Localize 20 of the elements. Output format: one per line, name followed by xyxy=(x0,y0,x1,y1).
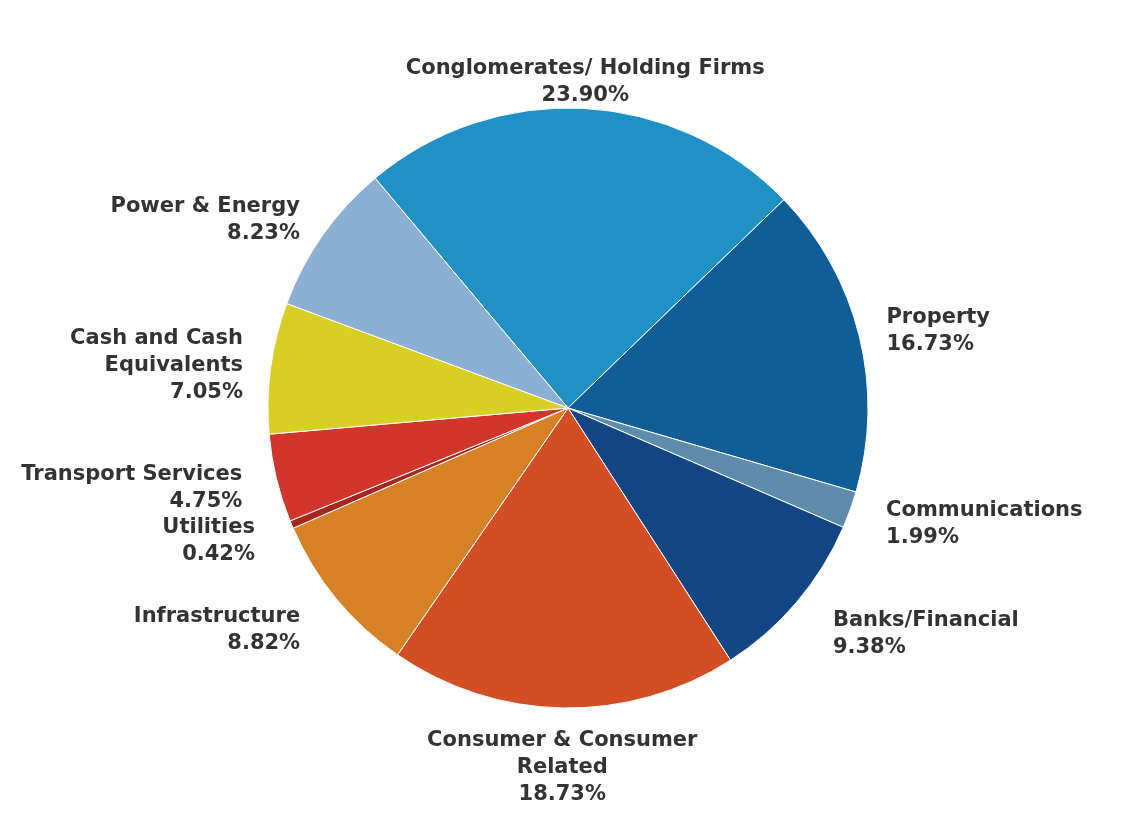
slice-label: Conglomerates/ Holding Firms xyxy=(405,54,765,79)
slice-label: Infrastructure xyxy=(133,603,301,628)
data-label: 4.75% xyxy=(169,488,243,513)
data-label: 16.73% xyxy=(886,331,974,356)
slice-label: Cash and Cash Equivalents xyxy=(70,325,243,377)
data-label: 1.99% xyxy=(886,524,959,549)
data-label: 0.42% xyxy=(182,541,256,566)
data-label: 8.23% xyxy=(227,220,300,245)
slice-label: Consumer & Consumer Related xyxy=(427,726,699,778)
slice-label: Utilities xyxy=(162,514,256,539)
slice-label: Banks/Financial xyxy=(832,607,1019,632)
data-label: 23.90% xyxy=(541,81,630,106)
data-label: 8.82% xyxy=(227,630,301,655)
slice-label: Transport Services xyxy=(21,461,243,486)
slice-label: Property xyxy=(886,304,991,329)
data-label: 9.38% xyxy=(832,634,906,659)
data-label: 7.05% xyxy=(170,379,243,404)
slice-label: Communications xyxy=(886,497,1083,522)
data-label: 18.73% xyxy=(518,780,607,805)
slice-label: Power & Energy xyxy=(110,193,301,218)
